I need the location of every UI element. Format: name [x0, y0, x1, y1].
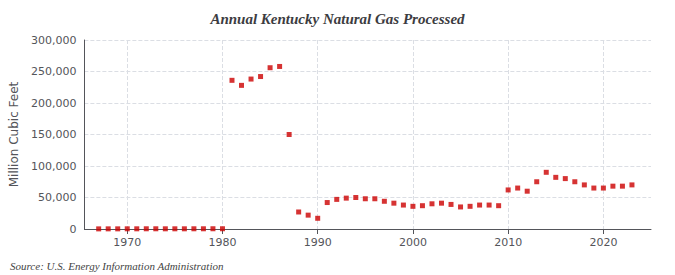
svg-text:1980: 1980	[208, 236, 236, 249]
svg-text:Source: U.S. Energy Informatio: Source: U.S. Energy Information Administ…	[10, 260, 224, 272]
svg-text:1970: 1970	[113, 236, 141, 249]
svg-text:50,000: 50,000	[38, 191, 77, 204]
svg-text:2000: 2000	[399, 236, 427, 249]
svg-text:300,000: 300,000	[31, 34, 77, 47]
svg-text:2010: 2010	[494, 236, 522, 249]
svg-text:2020: 2020	[589, 236, 617, 249]
svg-text:150,000: 150,000	[31, 128, 77, 141]
svg-text:Annual Kentucky Natural Gas Pr: Annual Kentucky Natural Gas Processed	[209, 11, 465, 27]
svg-text:250,000: 250,000	[31, 65, 77, 78]
svg-text:1990: 1990	[304, 236, 332, 249]
svg-text:Million Cubic Feet: Million Cubic Feet	[7, 81, 21, 187]
svg-text:100,000: 100,000	[31, 160, 77, 173]
svg-text:200,000: 200,000	[31, 97, 77, 110]
svg-text:0: 0	[69, 223, 76, 236]
